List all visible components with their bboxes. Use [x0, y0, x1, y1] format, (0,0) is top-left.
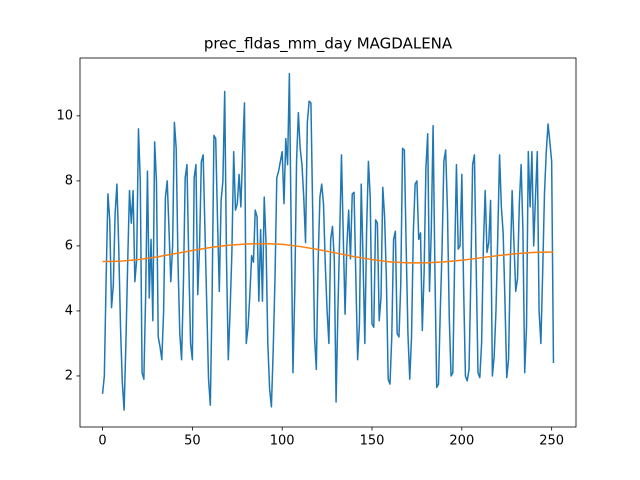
y-tick-label: 6: [65, 238, 73, 253]
x-tick-label: 200: [449, 434, 474, 449]
data-line: [102, 242, 554, 264]
y-tick-label: 8: [65, 173, 73, 188]
x-tick-label: 100: [270, 434, 295, 449]
chart-title: prec_fldas_mm_day MAGDALENA: [204, 35, 453, 54]
x-tick-label: 0: [98, 434, 106, 449]
x-tick-label: 250: [539, 434, 564, 449]
y-tick-label: 10: [56, 108, 73, 123]
data-line: [101, 72, 555, 411]
plot-frame: [79, 57, 577, 428]
x-tick-label: 50: [184, 434, 201, 449]
x-tick-label: 150: [360, 434, 385, 449]
y-tick-label: 4: [65, 303, 73, 318]
y-tick-label: 2: [65, 368, 73, 383]
